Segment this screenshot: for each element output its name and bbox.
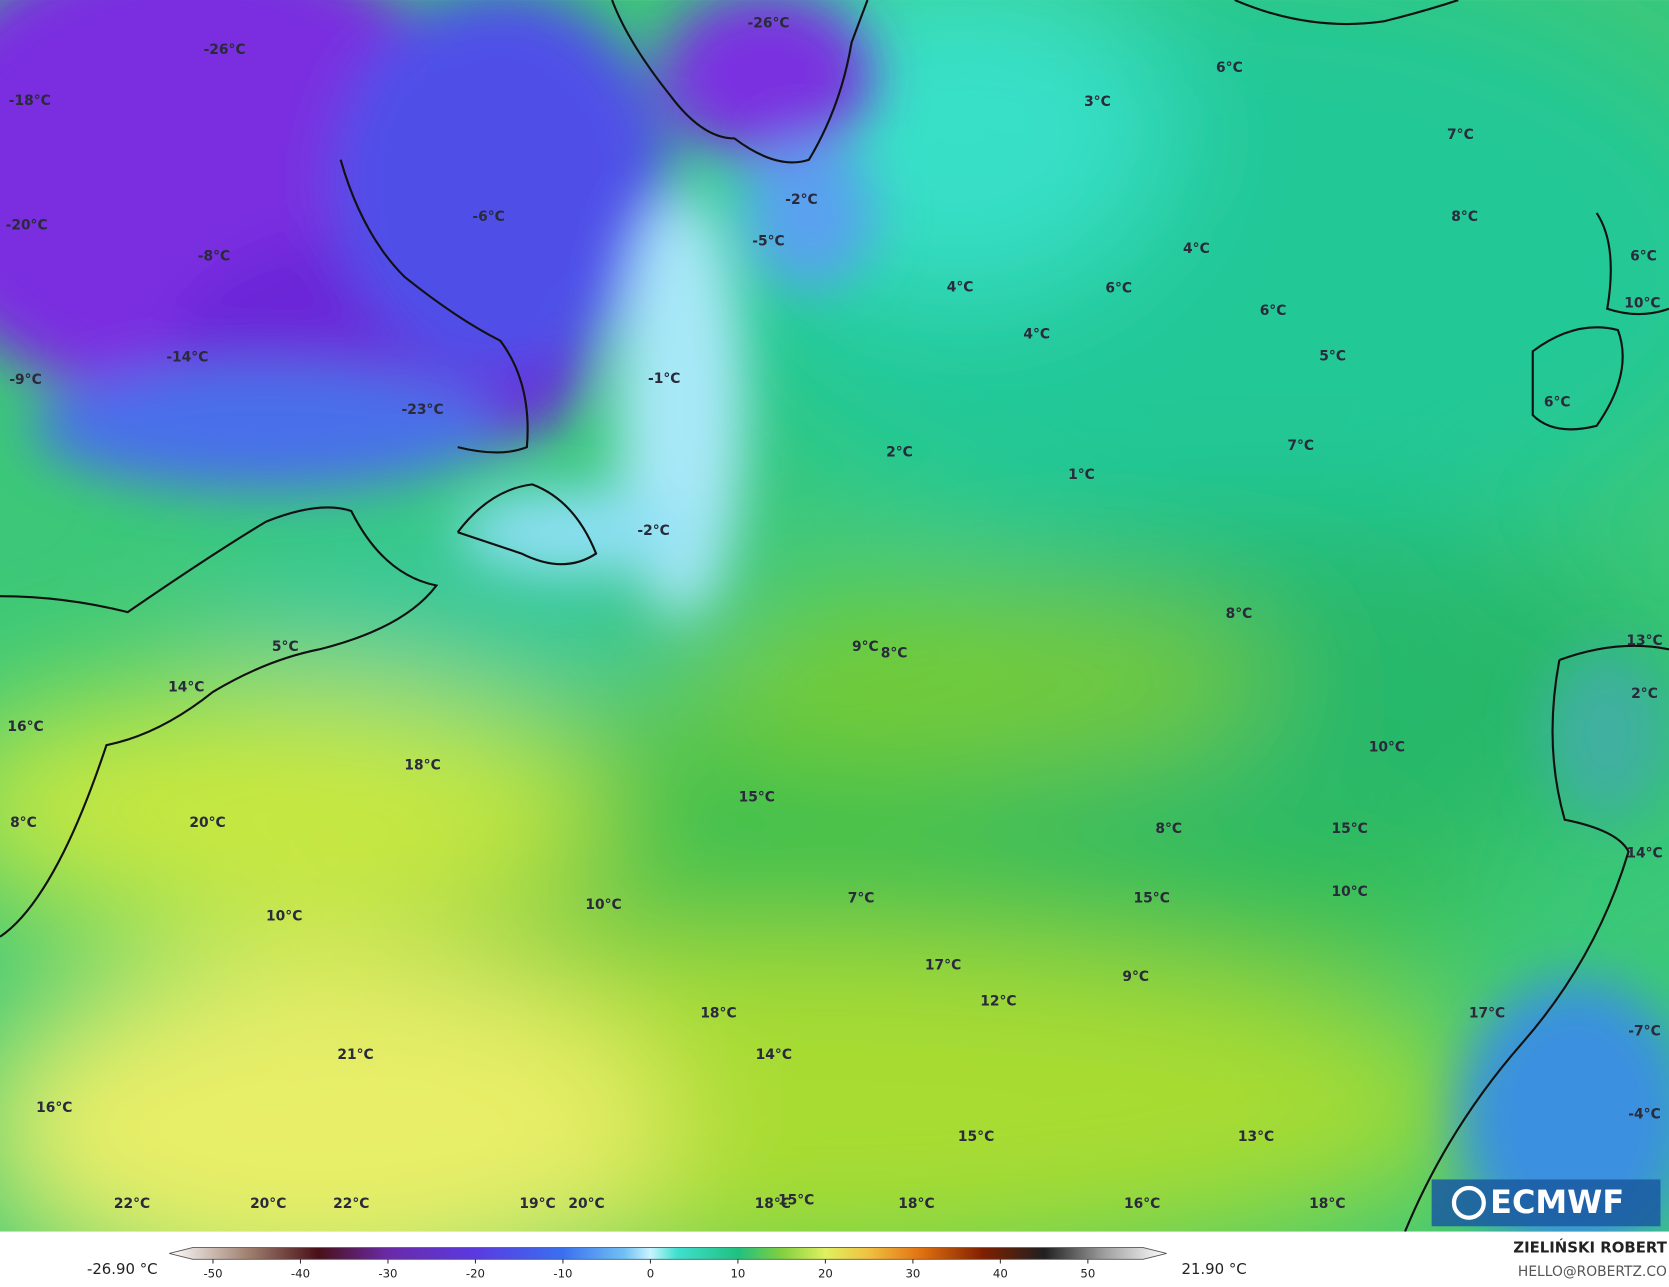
temperature-label: 13°C — [1238, 1129, 1274, 1145]
temperature-label: 21°C — [337, 1047, 373, 1063]
colorbar-tick-label: 40 — [993, 1267, 1008, 1281]
temperature-label: -14°C — [166, 350, 208, 366]
map-labels: -26°C -26°C -18°C -20°C -8°C -6°C -14°C -9°C -23… — [6, 15, 1663, 1211]
temperature-label: 6°C — [1544, 394, 1571, 410]
colorbar-tick-label: -40 — [291, 1267, 310, 1281]
temperature-label: 2°C — [886, 444, 913, 460]
temperature-label: 9°C — [1122, 969, 1149, 985]
temperature-label: 14°C — [168, 680, 204, 696]
temperature-label: 8°C — [1155, 821, 1182, 837]
temperature-label: 6°C — [1216, 60, 1243, 76]
colorbar-tick-label: 30 — [905, 1267, 920, 1281]
temperature-label: 2°C — [1631, 686, 1658, 702]
credit-name: ZIELIŃSKI ROBERT — [1513, 1239, 1667, 1257]
temperature-label: 17°C — [925, 957, 961, 973]
temperature-label: 17°C — [1469, 1005, 1505, 1021]
colorbar-bar — [169, 1247, 1167, 1260]
logo-text: ECMWF — [1490, 1183, 1624, 1221]
temperature-label: 6°C — [1630, 249, 1657, 265]
temperature-label: 9°C — [852, 639, 879, 655]
temperature-label: 18°C — [404, 757, 440, 773]
temperature-label: 7°C — [1447, 127, 1474, 143]
colorbar: -50 -40 -30 -20 -10 0 10 20 30 40 50 — [169, 1247, 1167, 1281]
temperature-label: 15°C — [1332, 821, 1368, 837]
temperature-label: -4°C — [1628, 1107, 1660, 1123]
temperature-label: 15°C — [1134, 890, 1170, 906]
temperature-label: -2°C — [637, 523, 669, 539]
temperature-label: 16°C — [7, 719, 43, 735]
temperature-label: -26°C — [204, 42, 246, 58]
temperature-label: -7°C — [1628, 1023, 1660, 1039]
temperature-label: 7°C — [848, 890, 875, 906]
temperature-label: 15°C — [778, 1193, 814, 1209]
temperature-label: 10°C — [1624, 295, 1660, 311]
temperature-label: 13°C — [1626, 633, 1662, 649]
temperature-label: 14°C — [756, 1047, 792, 1063]
temperature-label: 4°C — [1023, 326, 1050, 342]
colorbar-tick-label: -10 — [553, 1267, 572, 1281]
temperature-label: 14°C — [1626, 846, 1662, 862]
temperature-label: -18°C — [9, 93, 51, 109]
temperature-label: 10°C — [266, 909, 302, 925]
temperature-label: 22°C — [333, 1196, 369, 1212]
temperature-label: -2°C — [785, 192, 817, 208]
colorbar-tick-label: 20 — [818, 1267, 833, 1281]
temperature-label: 19°C — [519, 1196, 555, 1212]
temperature-label: 8°C — [1226, 606, 1253, 622]
temperature-label: 6°C — [1105, 281, 1132, 297]
temperature-label: 5°C — [1319, 349, 1346, 365]
temperature-label: 10°C — [1369, 739, 1405, 755]
temperature-label: -9°C — [9, 372, 41, 388]
temperature-label: 18°C — [898, 1196, 934, 1212]
temperature-label: -26°C — [747, 15, 789, 31]
temperature-label: 18°C — [755, 1196, 791, 1212]
temperature-label: 15°C — [739, 789, 775, 805]
temperature-label: 20°C — [568, 1196, 604, 1212]
colorbar-tick-label: -20 — [466, 1267, 485, 1281]
max-label: 21.90 °C — [1181, 1260, 1246, 1278]
temperature-label: 22°C — [114, 1196, 150, 1212]
credit-contact: HELLO@ROBERTZ.CO — [1518, 1264, 1667, 1280]
temperature-label: 8°C — [1451, 209, 1478, 225]
temperature-label: 1°C — [1068, 467, 1095, 483]
temperature-label: 10°C — [1332, 884, 1368, 900]
temperature-label: 4°C — [947, 279, 974, 295]
temperature-label: 12°C — [980, 994, 1016, 1010]
temperature-label: 20°C — [189, 815, 225, 831]
min-label: -26.90 °C — [87, 1260, 158, 1278]
temperature-label: 10°C — [585, 897, 621, 913]
logo: ECMWF — [1431, 1179, 1661, 1227]
temperature-label: 16°C — [36, 1100, 72, 1116]
temperature-label: 8°C — [881, 646, 908, 662]
colorbar-tick-label: 10 — [730, 1267, 745, 1281]
colorbar-tick-label: -30 — [378, 1267, 397, 1281]
temperature-label: -23°C — [402, 402, 444, 418]
temperature-label: 15°C — [958, 1129, 994, 1145]
temperature-label: 16°C — [1124, 1196, 1160, 1212]
temperature-label: 6°C — [1260, 303, 1287, 319]
temperature-label: 5°C — [272, 639, 299, 655]
temperature-label: 20°C — [250, 1196, 286, 1212]
colorbar-tick-label: -50 — [203, 1267, 222, 1281]
temperature-label: 4°C — [1183, 241, 1210, 257]
coastlines — [0, 0, 1669, 1232]
temperature-label: 18°C — [1309, 1196, 1345, 1212]
temperature-label: 3°C — [1084, 94, 1111, 110]
temperature-label: 18°C — [700, 1005, 736, 1021]
temperature-label: 8°C — [10, 815, 37, 831]
temperature-label: -6°C — [472, 209, 504, 225]
logo-icon — [1451, 1185, 1486, 1220]
temperature-label: -8°C — [198, 249, 230, 265]
temperature-label: -1°C — [648, 371, 680, 387]
temperature-label: -20°C — [6, 218, 48, 234]
colorbar-tick-label: 0 — [647, 1267, 654, 1281]
colorbar-tick-label: 50 — [1080, 1267, 1095, 1281]
temperature-label: 7°C — [1287, 438, 1314, 454]
temperature-label: -5°C — [752, 234, 784, 250]
